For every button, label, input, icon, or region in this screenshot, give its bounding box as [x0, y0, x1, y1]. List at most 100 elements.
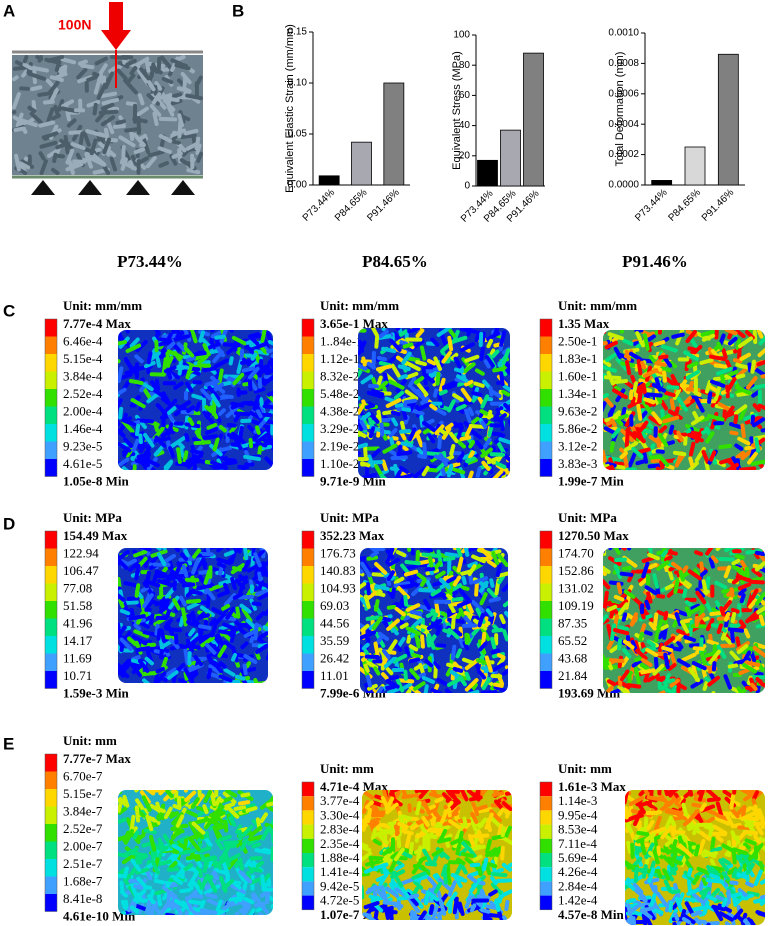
strut	[39, 159, 48, 175]
strut	[690, 603, 701, 611]
legend-level: 2.35e-4	[320, 836, 360, 851]
strut	[422, 848, 433, 865]
strut	[195, 143, 202, 155]
strut	[707, 675, 720, 687]
strut	[750, 359, 757, 374]
strut	[118, 622, 122, 636]
strut	[744, 893, 755, 900]
strut	[118, 457, 130, 467]
strut	[398, 884, 410, 899]
strut	[709, 354, 727, 362]
strut	[603, 578, 611, 590]
strut	[664, 809, 678, 816]
strut	[656, 868, 663, 879]
strut	[231, 335, 247, 346]
strut	[386, 679, 400, 689]
strut	[362, 872, 368, 878]
strut	[390, 851, 400, 860]
strut	[507, 419, 510, 433]
strut	[99, 73, 104, 84]
strut	[500, 825, 506, 838]
strut	[740, 811, 756, 821]
strut	[750, 588, 759, 601]
strut	[715, 894, 725, 902]
strut	[185, 896, 194, 913]
strut	[263, 607, 268, 616]
strut	[140, 453, 151, 467]
color-band	[45, 754, 57, 772]
strut	[423, 373, 435, 384]
strut	[35, 66, 49, 73]
strut	[112, 124, 126, 129]
strut	[453, 356, 462, 369]
strut	[632, 381, 639, 393]
strut	[757, 403, 765, 411]
strut	[120, 890, 128, 898]
legend-min: 1.59e-3 Min	[63, 685, 129, 700]
strut	[389, 466, 401, 472]
strut	[485, 912, 502, 918]
strut	[646, 795, 665, 802]
strut	[210, 330, 224, 339]
color-band	[45, 406, 57, 424]
strut	[151, 64, 159, 74]
strut	[456, 425, 464, 440]
strut	[416, 382, 429, 397]
strut	[491, 627, 504, 633]
strut	[491, 551, 500, 566]
strut	[664, 672, 671, 683]
strut	[396, 473, 414, 478]
strut	[459, 435, 472, 442]
color-band	[302, 796, 314, 811]
strut	[632, 856, 643, 868]
strut	[414, 874, 429, 883]
strut	[424, 915, 440, 920]
strut	[457, 830, 464, 844]
strut	[662, 370, 668, 383]
strut	[226, 556, 234, 565]
strut	[603, 401, 607, 415]
strut	[135, 798, 146, 813]
strut	[173, 876, 184, 885]
strut	[735, 362, 745, 369]
strut	[157, 579, 175, 588]
strut	[605, 352, 618, 362]
strut	[753, 834, 762, 845]
strut	[52, 152, 58, 164]
strut	[421, 815, 430, 827]
model-image	[360, 548, 508, 693]
strut	[153, 436, 171, 443]
strut	[45, 107, 55, 125]
strut	[118, 398, 123, 414]
strut	[640, 668, 656, 675]
strut	[132, 830, 140, 840]
legend-level: 2.00e-4	[63, 403, 103, 418]
legend-level: 3.12e-2	[558, 438, 597, 453]
strut	[420, 396, 430, 405]
legend-level: 1.34e-1	[558, 386, 597, 401]
strut	[492, 366, 506, 373]
strut	[706, 790, 719, 800]
legend-level: 11.01	[320, 668, 349, 683]
strut	[481, 331, 486, 343]
strut	[640, 330, 655, 338]
strut	[467, 603, 474, 614]
strut	[185, 142, 199, 151]
strut	[650, 826, 667, 836]
strut	[433, 356, 443, 371]
strut	[257, 445, 263, 456]
legend-max: 1.35 Max	[558, 316, 610, 331]
strut	[695, 590, 707, 605]
strut	[163, 459, 174, 470]
strut	[210, 460, 225, 469]
strut	[694, 612, 706, 624]
color-band	[540, 881, 552, 896]
strut	[385, 667, 394, 676]
strut	[181, 564, 189, 578]
strut	[368, 855, 375, 869]
strut	[135, 458, 145, 465]
color-band	[45, 424, 57, 442]
strut	[760, 893, 765, 900]
strut	[146, 351, 153, 365]
strut	[622, 338, 634, 346]
